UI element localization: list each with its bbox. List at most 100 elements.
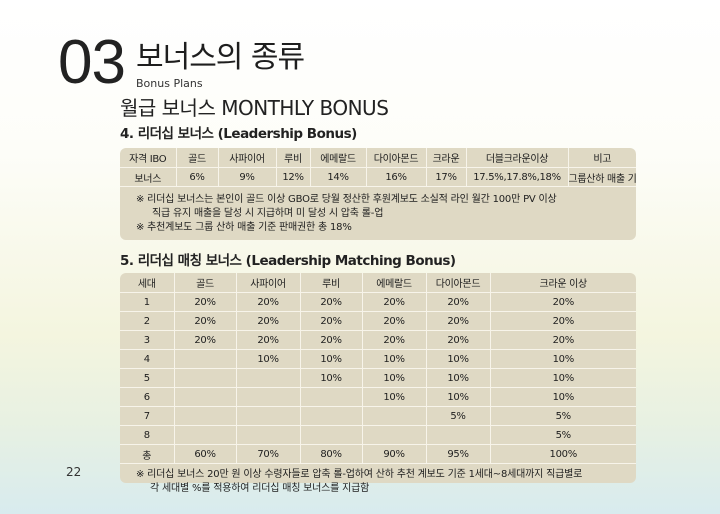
table-cell: 16%: [366, 167, 427, 187]
table-cell: 7: [120, 406, 175, 426]
table-cell: 자격 IBO: [120, 148, 177, 168]
table-cell: [174, 425, 237, 445]
table-cell: 세대: [120, 273, 175, 293]
table-row: 4 10% 10% 10% 10% 10%: [120, 349, 636, 369]
table-cell: 20%: [362, 311, 427, 331]
table-cell: 80%: [300, 444, 363, 464]
table-cell: [300, 387, 363, 407]
table-cell: 20%: [236, 311, 301, 331]
table-cell: 95%: [426, 444, 491, 464]
table-cell: [174, 387, 237, 407]
table-cell: 20%: [362, 330, 427, 350]
table-row: 7 5% 5%: [120, 406, 636, 426]
table-cell: 5: [120, 368, 175, 388]
table-cell: 10%: [490, 368, 636, 388]
table-cell: 루비: [300, 273, 363, 293]
matching-bonus-box: 세대 골드 사파이어 루비 에메랄드 다이아몬드 크라운 이상 1 20% 20% 20% 20% 20…: [120, 273, 636, 494]
table-cell: 20%: [426, 311, 491, 331]
page-number: 22: [66, 465, 82, 479]
table-cell: 17%: [426, 167, 467, 187]
table-cell: 10%: [490, 387, 636, 407]
table-cell: [236, 425, 301, 445]
table-cell: 100%: [490, 444, 636, 464]
leadership-header-row: 자격 IBO 골드 사파이어 루비 에메랄드 다이아몬드 크라운 더블크라운이상 비고: [120, 148, 636, 168]
table-cell: 5%: [490, 425, 636, 445]
table-cell: 20%: [300, 311, 363, 331]
matching-bonus-table: 세대 골드 사파이어 루비 에메랄드 다이아몬드 크라운 이상 1 20% 20% 20% 20% 20…: [120, 273, 636, 464]
table-cell: [236, 406, 301, 426]
table-cell: 20%: [174, 330, 237, 350]
table-cell: 1: [120, 292, 175, 312]
table-cell: 10%: [300, 368, 363, 388]
chapter-number: 03: [58, 28, 126, 97]
table-cell: 비고: [568, 148, 636, 168]
table-cell: [174, 349, 237, 369]
table-row: 총 60% 70% 80% 90% 95% 100%: [120, 444, 636, 464]
table-row: 5 10% 10% 10% 10%: [120, 368, 636, 388]
table-cell: 에메랄드: [310, 148, 367, 168]
table-cell: 20%: [490, 330, 636, 350]
table-cell: 루비: [276, 148, 311, 168]
table-cell: [426, 425, 491, 445]
table-row: 8 5%: [120, 425, 636, 445]
table-cell: 20%: [490, 311, 636, 331]
table-cell: 17.5%,17.8%,18%: [466, 167, 569, 187]
table-cell: 20%: [300, 292, 363, 312]
leadership-bonus-table: 자격 IBO 골드 사파이어 루비 에메랄드 다이아몬드 크라운 더블크라운이상 비고 보너스 6…: [120, 148, 636, 187]
table-cell: 골드: [176, 148, 219, 168]
table-cell: 3: [120, 330, 175, 350]
table-cell: 10%: [362, 387, 427, 407]
table-cell: 에메랄드: [362, 273, 427, 293]
table-cell: [236, 368, 301, 388]
table-cell: [362, 425, 427, 445]
table-cell: 20%: [236, 292, 301, 312]
table-cell: 70%: [236, 444, 301, 464]
matching-notes: ※ 리더십 보너스 20만 원 이상 수령자들로 압축 롤-업하여 산하 추천 …: [120, 464, 636, 496]
table-cell: 크라운: [426, 148, 467, 168]
page-subtitle: Bonus Plans: [136, 77, 203, 90]
table-cell: [174, 406, 237, 426]
matching-bonus-heading: 5. 리더십 매칭 보너스 (Leadership Matching Bonus…: [120, 253, 456, 269]
table-cell: 20%: [174, 292, 237, 312]
table-cell: 사파이어: [236, 273, 301, 293]
table-cell: 20%: [236, 330, 301, 350]
note-line: 각 세대별 %를 적용하여 리더십 매칭 보너스를 지급함: [150, 483, 370, 494]
table-cell: [300, 406, 363, 426]
table-cell: 20%: [426, 292, 491, 312]
table-cell: 다이아몬드: [426, 273, 491, 293]
table-cell: 20%: [300, 330, 363, 350]
table-row: 6 10% 10% 10%: [120, 387, 636, 407]
note-line: ※ 리더십 보너스는 본인이 골드 이상 GBO로 당월 정산한 후원계보도 소…: [136, 194, 557, 205]
table-cell: 사파이어: [218, 148, 277, 168]
table-cell: 6%: [176, 167, 219, 187]
table-row: 1 20% 20% 20% 20% 20% 20%: [120, 292, 636, 312]
table-cell: 14%: [310, 167, 367, 187]
table-cell: 8: [120, 425, 175, 445]
table-cell: 그룹산하 매출 기준: [568, 167, 636, 187]
table-cell: 20%: [426, 330, 491, 350]
leadership-notes: ※ 리더십 보너스는 본인이 골드 이상 GBO로 당월 정산한 후원계보도 소…: [120, 187, 636, 235]
table-cell: 다이아몬드: [366, 148, 427, 168]
table-cell: 크라운 이상: [490, 273, 636, 293]
table-cell: 20%: [490, 292, 636, 312]
matching-header-row: 세대 골드 사파이어 루비 에메랄드 다이아몬드 크라운 이상: [120, 273, 636, 293]
table-cell: 5%: [490, 406, 636, 426]
table-cell: 20%: [174, 311, 237, 331]
table-cell: 더블크라운이상: [466, 148, 569, 168]
table-cell: [362, 406, 427, 426]
table-cell: 9%: [218, 167, 277, 187]
table-cell: 10%: [236, 349, 301, 369]
leadership-value-row: 보너스 6% 9% 12% 14% 16% 17% 17.5%,17.8%,18% 그룹산하 매…: [120, 167, 636, 187]
note-line: ※ 리더십 보너스 20만 원 이상 수령자들로 압축 롤-업하여 산하 추천 …: [136, 469, 583, 480]
page-title: 보너스의 종류: [136, 40, 305, 75]
section-heading: 월급 보너스 MONTHLY BONUS: [120, 96, 389, 120]
table-cell: 20%: [362, 292, 427, 312]
table-cell: 10%: [426, 368, 491, 388]
table-cell: 총: [120, 444, 175, 464]
table-cell: 60%: [174, 444, 237, 464]
note-line: ※ 추천계보도 그룹 산하 매출 기준 판매권한 총 18%: [136, 222, 352, 233]
table-cell: 보너스: [120, 167, 177, 187]
table-cell: [300, 425, 363, 445]
table-cell: 10%: [362, 349, 427, 369]
table-cell: 4: [120, 349, 175, 369]
